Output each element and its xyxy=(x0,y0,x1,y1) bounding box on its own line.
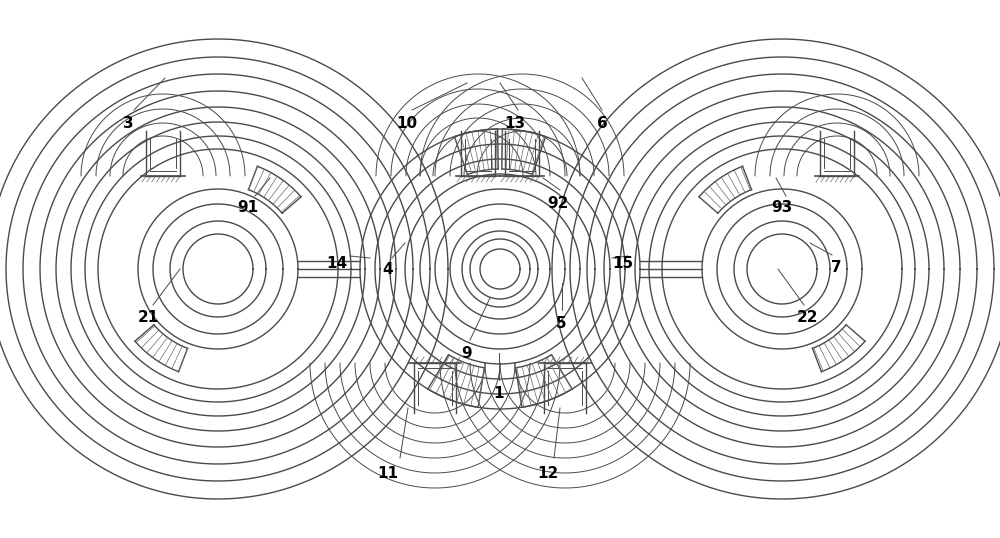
Text: 91: 91 xyxy=(237,201,259,216)
Text: 9: 9 xyxy=(462,345,472,360)
Text: 15: 15 xyxy=(612,256,634,271)
Text: 1: 1 xyxy=(494,386,504,400)
Text: 21: 21 xyxy=(137,310,159,325)
Text: 14: 14 xyxy=(326,256,348,271)
Text: 12: 12 xyxy=(537,465,559,480)
Text: 92: 92 xyxy=(547,195,569,210)
Text: 7: 7 xyxy=(831,260,841,275)
Text: 13: 13 xyxy=(504,116,526,131)
Text: 22: 22 xyxy=(797,310,819,325)
Text: 10: 10 xyxy=(396,116,418,131)
Text: 93: 93 xyxy=(771,201,793,216)
Text: 6: 6 xyxy=(597,116,607,131)
Text: 3: 3 xyxy=(123,116,133,131)
Text: 5: 5 xyxy=(556,315,566,330)
Text: 4: 4 xyxy=(383,263,393,278)
Text: 11: 11 xyxy=(378,465,398,480)
